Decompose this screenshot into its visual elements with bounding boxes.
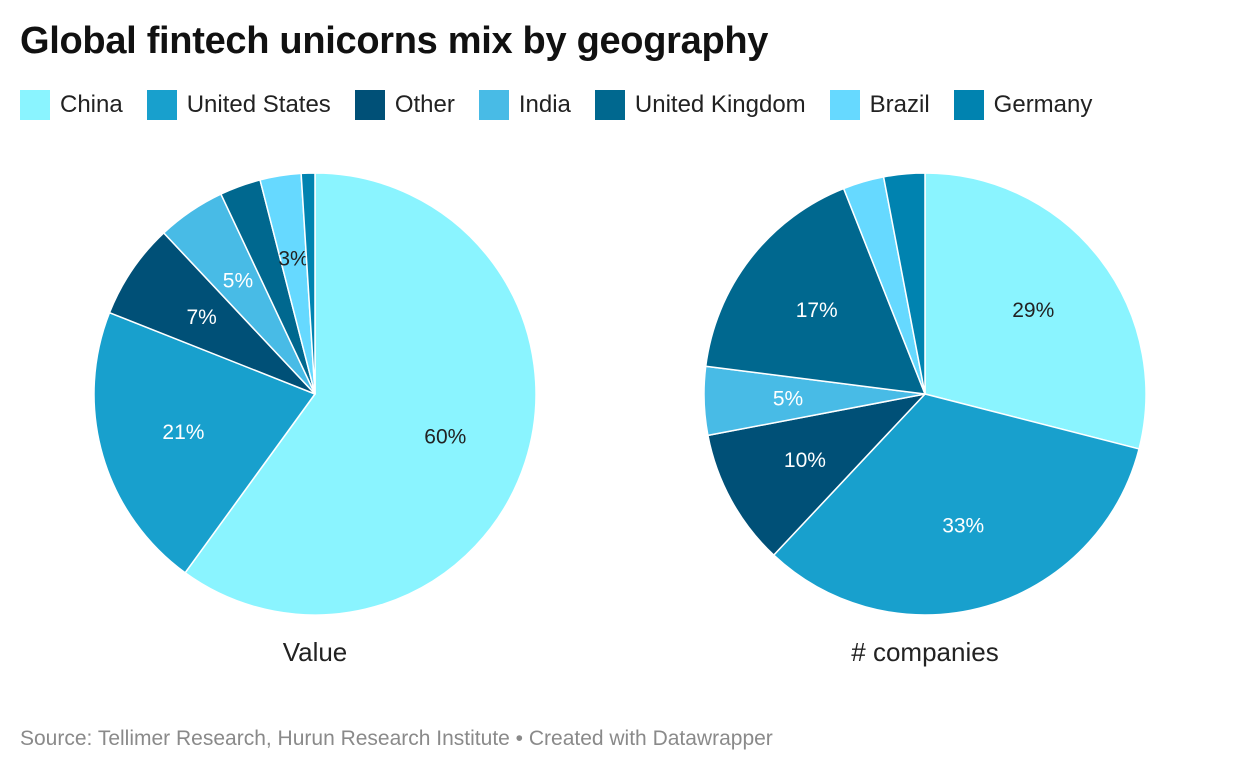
pie-caption: Value (283, 637, 348, 667)
slice-label: 17% (796, 299, 838, 322)
pie-slice-china (924, 172, 1147, 450)
pie-slice-united-kingdom (704, 187, 926, 395)
legend-swatch (478, 90, 509, 120)
pie-1: 60% 21% 7% 5% 3% Value (93, 172, 537, 667)
legend-swatch (829, 90, 860, 120)
legend-item-germany: Germany (953, 90, 1093, 120)
pie-slice-united-states (93, 311, 316, 574)
pie-slice-germany (300, 172, 316, 395)
slice-label: 3% (278, 248, 308, 271)
slice-label: 60% (424, 425, 466, 448)
legend-item-brazil: Brazil (829, 90, 930, 120)
legend-swatch (953, 90, 984, 120)
legend-label: Other (394, 91, 455, 118)
slice-label: 5% (773, 387, 803, 410)
pie-2: 29% 33% 10% 5% 17% # companies (703, 172, 1147, 667)
legend-item-china: China (20, 90, 123, 120)
pie-caption: # companies (851, 637, 998, 667)
pie-slice-germany (882, 172, 926, 395)
legend-swatch (354, 90, 385, 120)
slice-label: 29% (1012, 299, 1054, 322)
legend-label: United States (186, 91, 331, 118)
legend-label: China (60, 91, 123, 118)
pie-slice-other (707, 393, 926, 556)
slice-label: 33% (942, 515, 984, 538)
slice-label: 10% (784, 449, 826, 472)
legend-item-united-states: United States (146, 90, 331, 120)
slice-label: 5% (223, 270, 253, 293)
pie-slice-china (184, 172, 537, 616)
legend-label: Germany (993, 91, 1093, 118)
legend-item-united-kingdom: United Kingdom (594, 90, 806, 120)
slice-label: 7% (186, 306, 216, 329)
legend-swatch (594, 90, 625, 120)
slice-label: 21% (162, 421, 204, 444)
legend-label: United Kingdom (634, 91, 806, 118)
pie-slice-united-states (772, 393, 1140, 616)
legend-item-india: India (478, 90, 571, 120)
legend-label: India (518, 91, 571, 118)
source-note: Source: Tellimer Research, Hurun Researc… (20, 727, 773, 750)
legend: China United States Other India United Kingd… (20, 88, 1092, 122)
legend-item-other: Other (354, 90, 455, 120)
legend-swatch (146, 90, 177, 120)
chart-title: Global fintech unicorns mix by geography (20, 20, 769, 62)
legend-label: Brazil (869, 91, 930, 118)
legend-swatch (20, 90, 50, 120)
